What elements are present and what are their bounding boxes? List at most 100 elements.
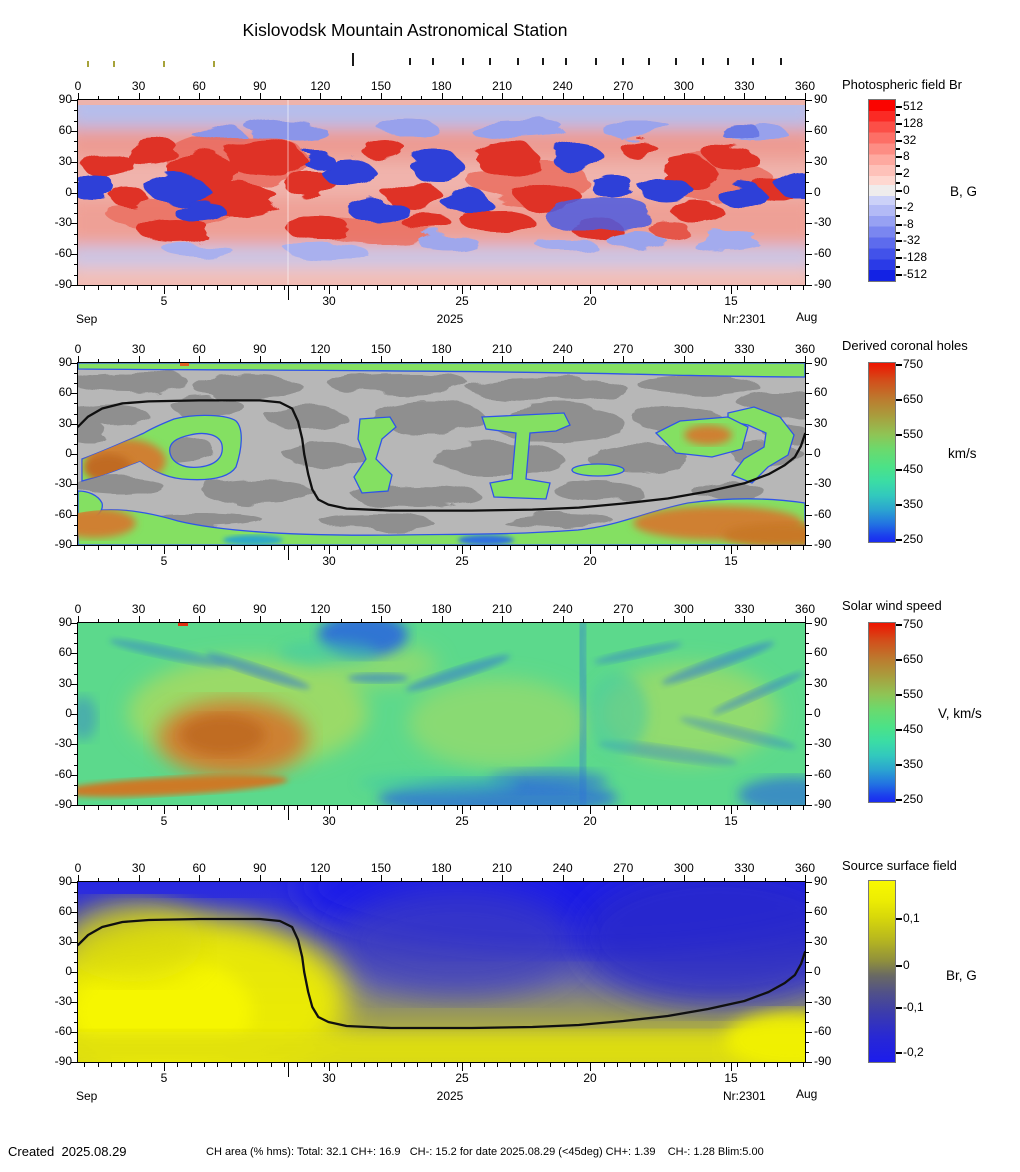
date-label: 25 [455,294,469,308]
lon-tick-label: 30 [131,79,146,93]
date-minor-tick [377,546,379,550]
lat-tick-label-right: -60 [814,246,832,261]
lat-tick-right [806,484,812,486]
lon-tick-label: 0 [74,79,82,93]
lat-tick-left [74,1052,77,1053]
lat-tick-left [74,643,77,645]
date-minor-tick [323,806,325,810]
date-minor-tick [257,286,259,290]
colorbar-tick [896,257,902,260]
lat-tick-left [74,274,77,276]
date-minor-tick [523,286,525,290]
lon-tick [421,96,423,99]
date-minor-tick [696,286,698,290]
lon-tick [239,96,241,99]
lat-tick-label-left: -90 [54,537,72,551]
date-minor-tick [550,806,552,810]
lon-tick-label: 210 [492,79,513,93]
lat-tick-left [74,413,77,415]
date-minor-tick [563,546,565,550]
date-minor-tick [763,546,765,550]
lon-tick [461,619,463,622]
observation-mark-black [565,58,567,65]
lon-tick [724,878,726,881]
lat-tick-left [74,962,77,963]
date-minor-tick [630,546,632,550]
date-minor-tick [656,806,658,810]
lon-tick [522,96,524,99]
date-minor-tick [577,806,579,810]
colorbar-tick [896,206,902,209]
lon-tick-label: 180 [431,861,452,875]
lat-tick-label-right: 90 [814,355,828,369]
date-minor-tick [723,806,725,810]
date-minor-tick [150,546,152,550]
colorbar-tick [896,164,900,167]
date-minor-tick [457,806,459,810]
date-minor-tick [763,1063,765,1067]
lon-tick [118,878,120,881]
ch-area-stats-text: CH area (% hms): Total: 32.1 CH+: 16.9 C… [206,1146,764,1158]
month-right-label: Aug [796,1087,818,1101]
lon-tick [360,96,362,99]
lat-tick-label-right: 90 [814,874,828,888]
lat-tick-right [806,161,812,163]
lon-tick [744,616,746,622]
lat-tick-right [806,1042,809,1043]
lon-tick [764,878,766,881]
lon-tick-label: 90 [253,861,267,875]
lat-tick-right [806,1022,809,1023]
lon-tick [481,359,483,362]
lon-tick-label: 30 [131,861,146,875]
lat-tick-right [806,403,809,405]
date-minor-tick [270,806,272,810]
lon-tick [623,875,625,881]
lat-tick-label-left: 60 [58,645,72,660]
lon-tick [239,619,241,622]
lat-tick-right [806,100,812,101]
lat-tick-left [74,764,77,766]
lat-tick-right [806,754,809,756]
lon-tick [158,878,160,881]
lon-tick [78,616,79,622]
lon-tick-label: 360 [794,602,816,616]
date-minor-tick [390,546,392,550]
lon-tick-label: 360 [794,342,816,356]
lat-tick-label-right: -90 [814,537,832,551]
neutral-line [78,917,805,1030]
lon-tick [744,356,746,362]
lon-tick [724,359,726,362]
lat-tick-right [806,192,812,194]
date-minor-tick [750,1063,752,1067]
lon-tick [643,619,645,622]
lat-tick-right [806,892,809,893]
lat-tick-left [71,623,77,624]
unit-label-kms: km/s [948,446,977,461]
lat-tick-right [806,373,809,375]
lon-tick-label: 120 [310,861,331,875]
date-minor-tick [776,1063,778,1067]
colorbar-tick-label: 0,1 [903,911,920,925]
lon-tick [360,359,362,362]
date-minor-tick [377,806,379,810]
lat-tick-label-right: -30 [814,736,832,751]
date-minor-tick [483,546,485,550]
date-minor-tick [390,1063,392,1067]
lat-tick-right [806,952,809,953]
date-minor-tick [350,1063,352,1067]
date-minor-tick [430,546,432,550]
date-minor-tick [776,286,778,290]
lat-tick-label-left: -60 [54,246,72,261]
lat-tick-right [806,433,809,435]
date-minor-tick [443,546,445,550]
lon-tick [259,875,261,881]
lon-tick-label: 120 [310,602,331,616]
colorbar-tick [896,539,902,541]
lon-tick [178,619,180,622]
date-minor-tick [510,546,512,550]
lat-tick-right [806,942,812,943]
lon-tick [118,96,120,99]
lon-tick [784,878,786,881]
date-minor-tick [510,1063,512,1067]
lon-tick [279,359,281,362]
